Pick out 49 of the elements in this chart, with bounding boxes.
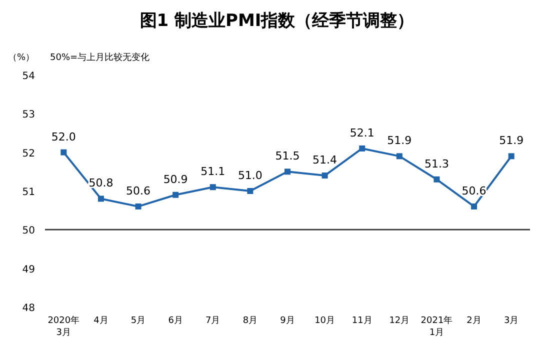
y-tick-label: 48 (22, 303, 35, 314)
x-tick-label: 5月 (130, 316, 146, 326)
x-tick-label: 6月 (168, 316, 183, 326)
point (247, 188, 254, 194)
x-tick-label: 7月 (206, 316, 220, 326)
data-label: 50.6 (126, 184, 151, 198)
x-tick-label: 2021年 1月 (420, 315, 453, 338)
x-tick-label: 9月 (280, 316, 295, 326)
point (359, 145, 366, 152)
y-tick-label: 51 (22, 187, 35, 198)
point (172, 192, 179, 198)
data-label: 50.9 (163, 172, 188, 186)
point (98, 196, 104, 202)
data-label: 51.9 (499, 134, 524, 148)
data-label: 51.4 (312, 154, 338, 167)
text: （%） (8, 53, 35, 63)
text: 50%=与上月比较无变化 (50, 52, 150, 63)
point (135, 203, 142, 210)
point (434, 176, 440, 182)
y-tick-label: 54 (22, 71, 35, 82)
y-tick-label: 52 (22, 148, 35, 160)
x-tick-label: 10月 (314, 316, 336, 326)
y-tick-label: 50 (22, 226, 35, 237)
x-tick-label: 12月 (389, 316, 410, 326)
data-label: 52.1 (350, 126, 374, 140)
data-label: 51.5 (275, 150, 300, 163)
point (508, 153, 514, 160)
point (471, 203, 478, 210)
point (284, 168, 290, 175)
y-tick-label: 49 (22, 264, 35, 276)
point (396, 153, 402, 160)
data-label: 51.1 (200, 165, 226, 178)
data-label: 50.6 (462, 184, 486, 198)
point (322, 172, 328, 179)
x-tick-label: 4月 (94, 316, 108, 326)
x-tick-label: 8月 (242, 316, 258, 326)
x-tick-label: 11月 (352, 316, 372, 326)
point (60, 149, 67, 156)
x-tick-label: 2月 (466, 316, 482, 326)
data-label: 51.9 (387, 134, 412, 148)
point (210, 184, 216, 190)
chart-title: 图1 制造业PMI指数（经季节调整） (140, 11, 414, 31)
y-tick-label: 53 (22, 110, 35, 121)
x-tick-label: 3月 (504, 316, 519, 326)
data-label: 51.0 (238, 169, 262, 182)
data-label: 51.3 (424, 157, 449, 170)
data-label: 52.0 (51, 130, 76, 144)
x-tick-label: 2020年 3月 (48, 315, 80, 338)
data-label: 50.8 (88, 176, 114, 190)
